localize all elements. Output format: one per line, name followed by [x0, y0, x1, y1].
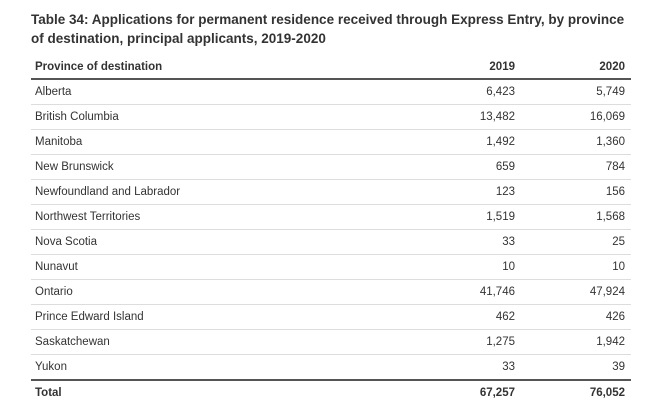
value-2019-cell: 33	[391, 354, 521, 381]
value-2019-cell: 13,482	[391, 104, 521, 130]
province-cell: British Columbia	[31, 104, 391, 130]
table-row: Nunavut 10 10	[31, 254, 631, 280]
table-row: Manitoba 1,492 1,360	[31, 129, 631, 155]
value-2020-cell: 5,749	[521, 79, 631, 105]
value-2019-cell: 1,275	[391, 329, 521, 355]
table-header-row: Province of destination 2019 2020	[31, 55, 631, 80]
value-2020-cell: 16,069	[521, 104, 631, 130]
total-2019: 67,257	[391, 379, 521, 405]
value-2020-cell: 426	[521, 304, 631, 330]
province-cell: Newfoundland and Labrador	[31, 179, 391, 205]
province-cell: Northwest Territories	[31, 204, 391, 230]
value-2020-cell: 1,942	[521, 329, 631, 355]
value-2019-cell: 1,492	[391, 129, 521, 155]
table-row: Newfoundland and Labrador 123 156	[31, 179, 631, 205]
table-row: Alberta 6,423 5,749	[31, 79, 631, 105]
value-2020-cell: 10	[521, 254, 631, 280]
value-2019-cell: 41,746	[391, 279, 521, 305]
value-2019-cell: 123	[391, 179, 521, 205]
table-row: Northwest Territories 1,519 1,568	[31, 204, 631, 230]
province-cell: Saskatchewan	[31, 329, 391, 355]
table-row: Yukon 33 39	[31, 354, 631, 381]
value-2020-cell: 39	[521, 354, 631, 381]
table-row: Saskatchewan 1,275 1,942	[31, 329, 631, 355]
province-cell: Ontario	[31, 279, 391, 305]
province-cell: New Brunswick	[31, 154, 391, 180]
value-2020-cell: 1,568	[521, 204, 631, 230]
total-2020: 76,052	[521, 379, 631, 405]
value-2020-cell: 784	[521, 154, 631, 180]
province-cell: Prince Edward Island	[31, 304, 391, 330]
total-label: Total	[31, 379, 391, 405]
value-2019-cell: 33	[391, 229, 521, 255]
value-2020-cell: 1,360	[521, 129, 631, 155]
value-2020-cell: 156	[521, 179, 631, 205]
value-2019-cell: 6,423	[391, 79, 521, 105]
province-cell: Yukon	[31, 354, 391, 381]
total-row: Total 67,257 76,052	[31, 379, 631, 405]
province-cell: Nunavut	[31, 254, 391, 280]
header-2019: 2019	[391, 55, 521, 80]
table-row: Prince Edward Island 462 426	[31, 304, 631, 330]
value-2019-cell: 462	[391, 304, 521, 330]
value-2020-cell: 47,924	[521, 279, 631, 305]
table-row: British Columbia 13,482 16,069	[31, 104, 631, 130]
value-2019-cell: 1,519	[391, 204, 521, 230]
table-caption: Table 34: Applications for permanent res…	[31, 12, 625, 46]
value-2019-cell: 659	[391, 154, 521, 180]
province-cell: Nova Scotia	[31, 229, 391, 255]
table-row: Nova Scotia 33 25	[31, 229, 631, 255]
province-cell: Manitoba	[31, 129, 391, 155]
header-province: Province of destination	[31, 55, 391, 80]
applications-table: Province of destination 2019 2020 Albert…	[31, 55, 631, 405]
table-row: New Brunswick 659 784	[31, 154, 631, 180]
value-2019-cell: 10	[391, 254, 521, 280]
province-cell: Alberta	[31, 79, 391, 105]
header-2020: 2020	[521, 55, 631, 80]
value-2020-cell: 25	[521, 229, 631, 255]
table-row: Ontario 41,746 47,924	[31, 279, 631, 305]
